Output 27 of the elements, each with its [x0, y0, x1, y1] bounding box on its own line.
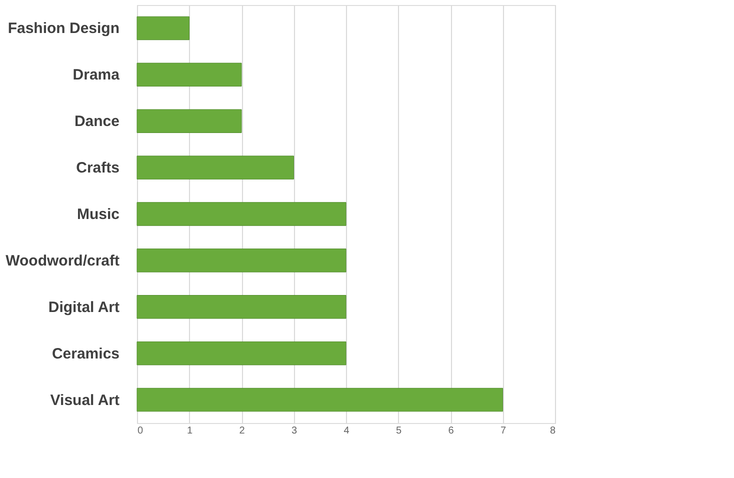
x-tick-label: 5 [396, 426, 402, 436]
bar [136, 295, 346, 319]
bar [136, 248, 346, 272]
bar [136, 62, 242, 87]
x-tick-label: 6 [448, 426, 454, 436]
bar [136, 388, 503, 412]
x-tick-label: 0 [138, 426, 144, 436]
bar [136, 16, 190, 40]
x-tick-label: 3 [291, 426, 298, 436]
x-tick-label: 8 [550, 426, 556, 436]
y-tick-label: Woodword/craft [6, 252, 120, 270]
bar [136, 109, 242, 133]
y-tick-label: Digital Art [48, 298, 120, 316]
x-tick-label: 2 [239, 426, 246, 436]
bar [136, 202, 346, 226]
y-tick-label: Drama [72, 66, 120, 84]
bar [136, 341, 346, 366]
bar [136, 156, 294, 180]
y-tick-label: Music [76, 206, 120, 223]
x-tick-label: 1 [186, 426, 193, 436]
y-tick-label: Dance [74, 113, 120, 130]
y-tick-label: Crafts [76, 160, 120, 177]
y-tick-label: Ceramics [52, 345, 120, 362]
y-tick-label: Fashion Design [8, 20, 120, 38]
x-tick-label: 4 [344, 426, 350, 436]
y-tick-label: Visual Art [50, 392, 120, 409]
x-tick-label: 7 [500, 426, 506, 436]
